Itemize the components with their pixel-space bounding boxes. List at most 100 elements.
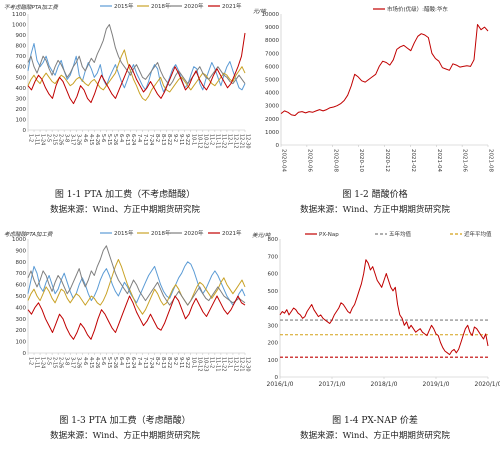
x-tick-label: 3-17 xyxy=(70,134,76,145)
source-pta-fee-with-acid: 数据来源：Wind、方正中期期货研究院 xyxy=(50,431,200,441)
x-tick-label: 9-22 xyxy=(184,134,190,145)
y-tick-label: 8000 xyxy=(265,38,279,44)
x-tick-label: 2020-10 xyxy=(358,149,364,172)
y-tick-label: 1000 xyxy=(12,237,26,243)
y-tick-label: 600 xyxy=(16,65,27,71)
x-tick-label: 3-26 xyxy=(76,134,82,145)
y-tick-label: 1000 xyxy=(265,130,279,136)
y-tick-label: 3000 xyxy=(265,104,279,110)
y-tick-label: 100 xyxy=(16,117,27,123)
x-tick-label: 9-22 xyxy=(184,357,190,368)
series-line xyxy=(27,49,246,101)
panel-pta-fee-no-acid: 0 100 200 300 400 500 600 700 800 900 1000 1100 不考虑醋… xyxy=(0,0,251,225)
legend-label: 2018年 xyxy=(151,2,171,10)
x-tick-label: 10-23 xyxy=(202,357,208,372)
x-tick-label: 2-5 xyxy=(46,134,52,142)
x-tick-label: 9-11 xyxy=(178,134,184,145)
panel-pta-fee-with-acid: 0 100 200 300 400 500 600 700 800 900 1000 考虑醋酸PTA加… xyxy=(0,225,251,450)
source-pta-fee-no-acid: 数据来源：Wind、方正中期期货研究院 xyxy=(50,205,200,215)
x-tick-label: 3-17 xyxy=(70,357,76,368)
x-tick-label: 2-26 xyxy=(58,357,64,368)
x-tick-label: 1-11 xyxy=(34,134,40,145)
x-tick-label: 2019/1/0 xyxy=(423,381,450,388)
x-tick-label: 11-11 xyxy=(214,357,220,372)
caption-px-nap-spread: 图 1-4 PX-NAP 价差 xyxy=(332,416,418,426)
x-tick-label: 7-24 xyxy=(148,134,154,145)
x-tick-label: 8-13 xyxy=(160,357,166,368)
x-tick-label: 2-5 xyxy=(46,357,52,365)
x-tick-label: 5-6 xyxy=(100,134,106,142)
x-tick-label: 2020-04 xyxy=(281,149,287,172)
x-tick-label: 11-22 xyxy=(220,357,226,372)
x-tick-label: 4-6 xyxy=(82,134,88,142)
series-line xyxy=(27,245,246,306)
x-tick-label: 5-6 xyxy=(100,357,106,365)
x-tick-label: 7-4 xyxy=(136,357,142,365)
x-tick-label: 8-2 xyxy=(154,357,160,365)
x-tick-label: 7-24 xyxy=(148,357,154,368)
series-line xyxy=(27,32,246,105)
x-tick-label: 8-22 xyxy=(166,357,172,368)
y-tick-label: 300 xyxy=(16,317,27,323)
chart-pta-fee-no-acid: 0 100 200 300 400 500 600 700 800 900 1000 1100不考虑醋… xyxy=(4,2,251,149)
x-tick-label: 2-15 xyxy=(52,134,58,145)
y-tick-label: 800 xyxy=(16,260,27,266)
y-tick-label: 900 xyxy=(16,248,27,254)
x-tick-label: 1-24 xyxy=(40,357,46,368)
y-axis-label: 元/吨 xyxy=(253,8,267,15)
y-tick-label: 500 xyxy=(268,289,279,295)
chart-pta-fee-with-acid: 0 100 200 300 400 500 600 700 800 900 1000考虑醋酸PTA加… xyxy=(4,229,251,372)
y-tick-label: 7000 xyxy=(265,51,279,57)
y-tick-label: 600 xyxy=(268,272,279,278)
x-tick-label: 4-15 xyxy=(88,357,94,368)
y-tick-label: 0 xyxy=(23,351,27,357)
x-tick-label: 12-1 xyxy=(226,134,232,145)
y-axis-label: 考虑醋酸PTA加工费 xyxy=(4,231,53,238)
x-tick-label: 10-23 xyxy=(202,134,208,149)
y-tick-label: 400 xyxy=(16,305,27,311)
x-tick-label: 10-12 xyxy=(196,134,202,149)
legend-label: 2020年 xyxy=(184,229,204,237)
x-tick-label: 12-12 xyxy=(232,134,238,149)
x-tick-label: 2021-04 xyxy=(436,149,442,172)
x-tick-label: 1-24 xyxy=(40,134,46,145)
y-tick-label: 700 xyxy=(16,271,27,277)
panel-acetic-acid-price: 0 1000 2000 3000 4000 5000 6000 7000 8000 9000 100… xyxy=(250,0,500,225)
x-tick-label: 1-2 xyxy=(28,134,34,142)
panel-px-nap-spread: 0 100 200 300 400 500 600 700 800 美元/吨 2016/1/0 201… xyxy=(250,225,500,450)
x-tick-label: 2-26 xyxy=(58,134,64,145)
series-line xyxy=(27,295,246,340)
x-tick-label: 2021-06 xyxy=(462,149,468,172)
x-tick-label: 4-15 xyxy=(88,134,94,145)
x-tick-label: 5-15 xyxy=(106,357,112,368)
caption-acetic-acid-price: 图 1-2 醋酸价格 xyxy=(342,190,408,200)
x-tick-label: 2020-08 xyxy=(332,149,338,172)
y-tick-label: 700 xyxy=(16,54,27,60)
x-tick-label: 3-8 xyxy=(64,357,70,365)
x-tick-label: 9-2 xyxy=(172,357,178,365)
source-px-nap-spread: 数据来源：Wind、方正中期期货研究院 xyxy=(300,431,450,441)
legend-label: 2015年 xyxy=(114,2,134,10)
y-tick-label: 800 xyxy=(16,44,27,50)
x-tick-label: 4-26 xyxy=(94,357,100,368)
legend-label: PX-Nap xyxy=(319,232,339,238)
x-tick-label: 8-13 xyxy=(160,134,166,145)
x-tick-label: 5-26 xyxy=(112,357,118,368)
x-tick-label: 9-11 xyxy=(178,357,184,368)
caption-pta-fee-with-acid: 图 1-3 PTA 加工费（考虑醋酸） xyxy=(59,416,191,426)
x-tick-label: 6-24 xyxy=(130,357,136,368)
y-tick-label: 600 xyxy=(16,283,27,289)
legend-label: 2021年 xyxy=(222,229,242,237)
y-tick-label: 1100 xyxy=(12,12,26,18)
y-tick-label: 2000 xyxy=(265,117,279,123)
y-tick-label: 0 xyxy=(23,128,27,134)
y-tick-label: 700 xyxy=(268,254,279,260)
x-tick-label: 5-26 xyxy=(112,134,118,145)
series-line xyxy=(279,259,489,356)
y-tick-label: 100 xyxy=(268,358,279,364)
caption-pta-fee-no-acid: 图 1-1 PTA 加工费（不考虑醋酸） xyxy=(54,190,196,200)
x-tick-label: 2018/1/0 xyxy=(371,381,398,388)
y-tick-label: 800 xyxy=(268,237,279,243)
series-line xyxy=(27,24,246,87)
x-tick-label: 10-12 xyxy=(196,357,202,372)
